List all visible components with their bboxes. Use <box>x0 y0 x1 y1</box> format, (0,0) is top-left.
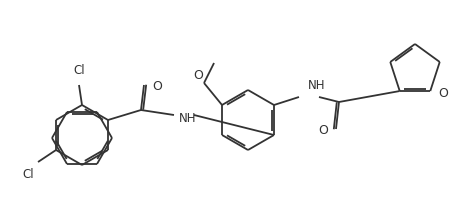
Text: O: O <box>318 125 328 138</box>
Text: Cl: Cl <box>23 168 34 181</box>
Text: NH: NH <box>179 111 196 125</box>
Text: O: O <box>193 69 203 82</box>
Text: O: O <box>438 86 448 99</box>
Text: NH: NH <box>308 79 325 92</box>
Text: O: O <box>152 81 162 94</box>
Text: Cl: Cl <box>73 64 85 77</box>
